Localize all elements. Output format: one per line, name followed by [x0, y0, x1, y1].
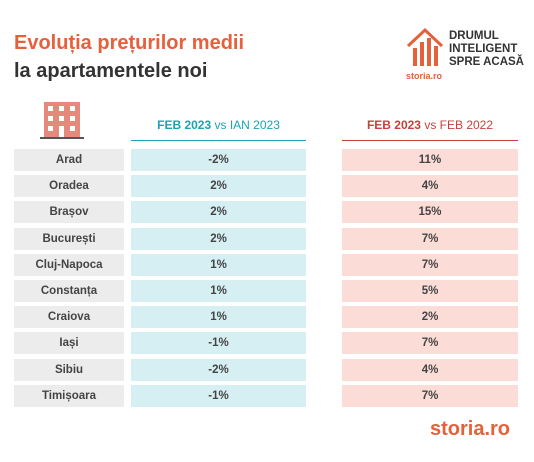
- value-cell: 7%: [342, 332, 518, 355]
- value-cell: 2%: [131, 201, 306, 224]
- value-cell: -2%: [131, 149, 306, 171]
- column-header-bold: FEB 2023: [366, 118, 421, 132]
- value-cell: 5%: [342, 280, 518, 302]
- value-cell: 2%: [131, 227, 306, 250]
- column-header: FEB 2023 vs IAN 2023: [131, 118, 306, 132]
- column-header-rest: vs FEB 2022: [424, 118, 494, 132]
- logo-text: SPRE ACASĂ: [449, 56, 524, 68]
- value-cell: 15%: [342, 201, 518, 224]
- value-cell: 1%: [131, 280, 306, 302]
- value-cell: 1%: [131, 253, 306, 276]
- city-cell: Timișoara: [14, 384, 124, 407]
- value-cell: 11%: [342, 149, 518, 171]
- city-cell: Oradea: [14, 175, 124, 198]
- logo-text: INTELIGENT: [449, 43, 518, 55]
- header-rule: [342, 140, 518, 141]
- city-cell: București: [14, 227, 124, 250]
- logo-icon: [406, 27, 444, 66]
- city-cell: Craiova: [14, 306, 124, 329]
- city-cell: Brașov: [14, 201, 124, 224]
- value-cell: 7%: [342, 253, 518, 276]
- value-cell: -1%: [131, 332, 306, 355]
- column-header-rest: vs IAN 2023: [214, 118, 280, 132]
- value-cell: 1%: [131, 306, 306, 329]
- logo-text: DRUMUL: [449, 30, 499, 42]
- column-header: FEB 2023 vs FEB 2022: [342, 118, 518, 132]
- title: Evoluția prețurilor medii: [14, 32, 245, 54]
- city-cell: Arad: [14, 149, 124, 171]
- city-cell: Iași: [14, 332, 124, 355]
- value-cell: 2%: [131, 175, 306, 198]
- city-cell: Constanța: [14, 280, 124, 302]
- city-cell: Cluj-Napoca: [14, 253, 124, 276]
- value-cell: 7%: [342, 227, 518, 250]
- city-cell: Sibiu: [14, 358, 124, 381]
- footer-brand: storia.ro: [430, 418, 511, 440]
- building-icon: [40, 102, 84, 139]
- value-cell: 4%: [342, 358, 518, 381]
- value-cell: 4%: [342, 175, 518, 198]
- logo-brand: storia.ro: [406, 71, 443, 81]
- column-header-bold: FEB 2023: [157, 118, 212, 132]
- value-cell: 7%: [342, 384, 518, 407]
- value-cell: -2%: [131, 358, 306, 381]
- value-cell: -1%: [131, 384, 306, 407]
- value-cell: 2%: [342, 306, 518, 329]
- header-rule: [131, 140, 306, 141]
- subtitle: la apartamentele noi: [14, 60, 208, 82]
